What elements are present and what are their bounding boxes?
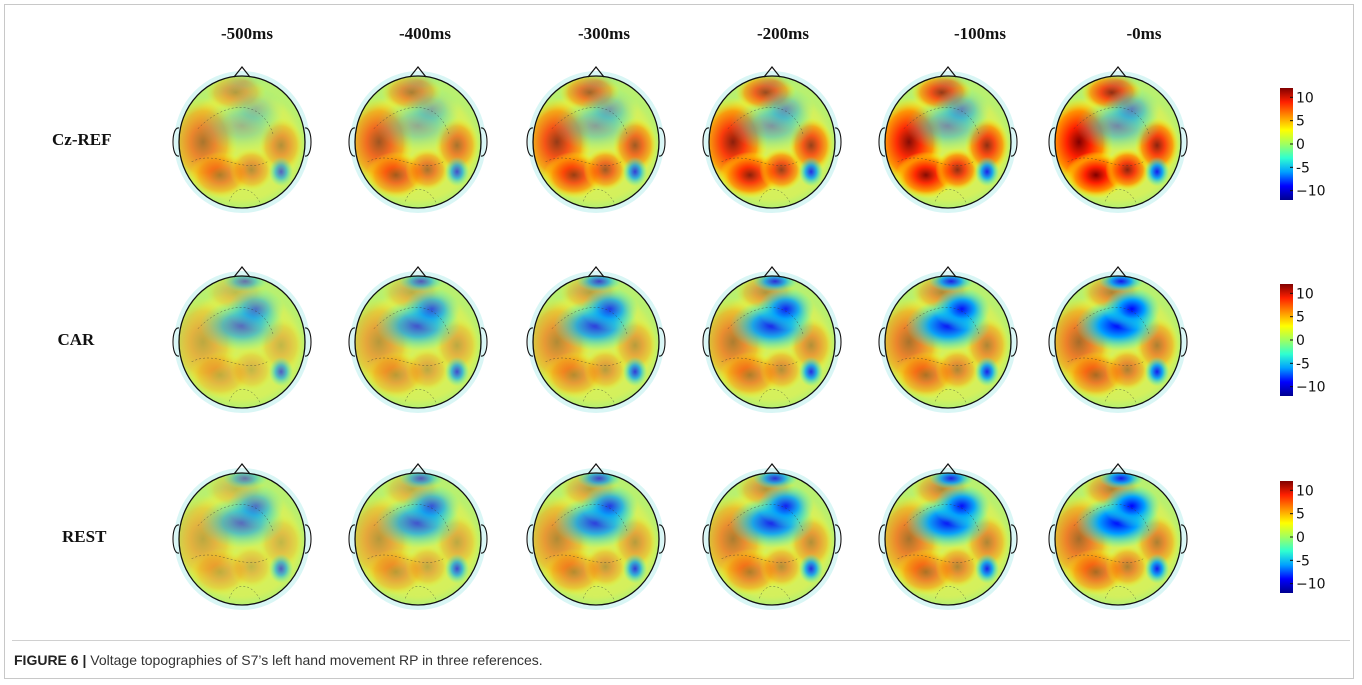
colorbar: 10 5 0 -5 −10 (1280, 481, 1326, 593)
colorbar-tick-label: 10 (1296, 483, 1314, 499)
colorbar-tick-label: 0 (1296, 333, 1305, 349)
caption-label: FIGURE 6 | (14, 652, 87, 668)
column-label: -100ms (954, 24, 1006, 43)
topography-map (878, 463, 1018, 610)
colorbar-tick-label: -5 (1296, 553, 1310, 569)
colorbar-gradient (1280, 284, 1293, 396)
column-label: -0ms (1126, 24, 1162, 43)
row-label: CAR (57, 330, 95, 349)
colorbar-tick-label: 5 (1296, 310, 1305, 326)
figure-caption: FIGURE 6 | Voltage topographies of S7’s … (14, 652, 543, 668)
topography-map (526, 463, 666, 610)
topography-map (172, 463, 312, 610)
colorbar-tick-label: 0 (1296, 530, 1305, 546)
topography-map (878, 66, 1018, 213)
topography-map (526, 266, 666, 413)
topography-map (1048, 266, 1188, 413)
colorbar-tick-label: 5 (1296, 507, 1305, 523)
topography-map (172, 66, 312, 213)
colorbar-tick-label: -5 (1296, 356, 1310, 372)
colorbar-tick-label: 10 (1296, 90, 1314, 106)
colorbar-tick-label: −10 (1296, 380, 1326, 396)
caption-divider (12, 640, 1350, 641)
topography-map (172, 266, 312, 413)
colorbar-tick-label: 0 (1296, 137, 1305, 153)
caption-text: Voltage topographies of S7’s left hand m… (86, 652, 543, 668)
topography-map (702, 463, 842, 610)
topography-map (348, 66, 488, 213)
topography-map (702, 266, 842, 413)
topography-map (526, 66, 666, 213)
topography-map (1048, 66, 1188, 213)
colorbar-tick-label: −10 (1296, 184, 1326, 200)
colorbar-gradient (1280, 481, 1293, 593)
colorbar: 10 5 0 -5 −10 (1280, 284, 1326, 396)
row-label: REST (62, 527, 107, 546)
column-label: -200ms (757, 24, 809, 43)
row-label: Cz-REF (52, 130, 112, 149)
colorbar: 10 5 0 -5 −10 (1280, 88, 1326, 200)
topography-map (348, 463, 488, 610)
column-label: -300ms (578, 24, 630, 43)
topography-map (878, 266, 1018, 413)
colorbar-tick-label: −10 (1296, 577, 1326, 593)
colorbar-tick-label: 10 (1296, 286, 1314, 302)
topography-map (1048, 463, 1188, 610)
colorbar-tick-label: -5 (1296, 160, 1310, 176)
colorbar-tick-label: 5 (1296, 114, 1305, 130)
topography-map (702, 66, 842, 213)
column-label: -500ms (221, 24, 273, 43)
colorbar-gradient (1280, 88, 1293, 200)
topography-map (348, 266, 488, 413)
column-label: -400ms (399, 24, 451, 43)
